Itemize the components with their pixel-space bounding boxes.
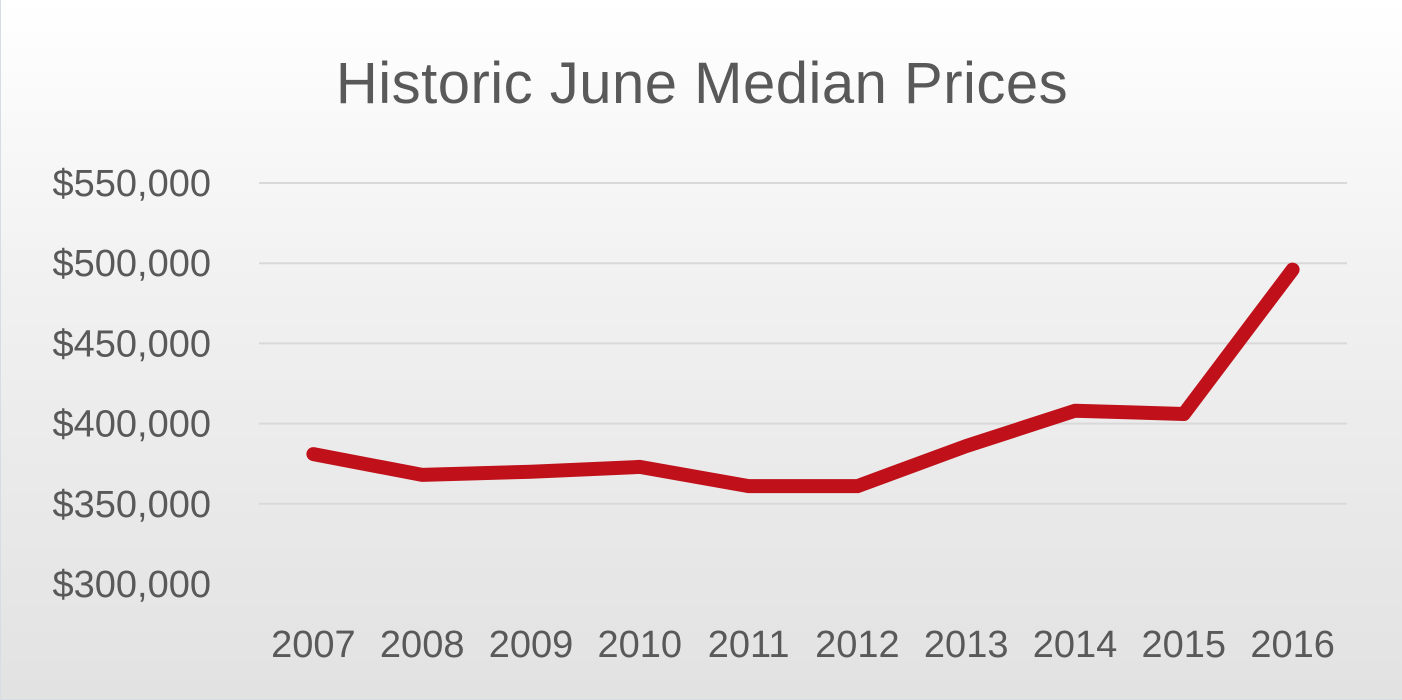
series-group xyxy=(306,262,1300,494)
x-tick-label: 2014 xyxy=(1033,624,1118,666)
x-tick-label: 2007 xyxy=(271,624,356,666)
series-line xyxy=(306,262,1300,494)
y-tick-label: $500,000 xyxy=(53,243,212,285)
x-tick-label: 2013 xyxy=(924,624,1009,666)
y-tick-label: $400,000 xyxy=(53,404,212,446)
y-axis-tick-labels: $300,000 $350,000 $400,000 $450,000 $500,000… xyxy=(53,163,212,606)
gridlines xyxy=(259,182,1347,505)
x-axis-tick-labels: 2007 2008 2009 2010 2011 2012 2013 2014 2015 2016 xyxy=(271,624,1335,666)
x-tick-label: 2009 xyxy=(489,624,574,666)
y-tick-label: $300,000 xyxy=(53,564,212,606)
chart-title: Historic June Median Prices xyxy=(335,51,1069,116)
x-tick-label: 2012 xyxy=(815,624,900,666)
x-tick-label: 2011 xyxy=(708,624,790,666)
y-tick-label: $350,000 xyxy=(53,484,212,526)
x-tick-label: 2010 xyxy=(598,624,683,666)
x-tick-label: 2016 xyxy=(1250,624,1335,666)
y-tick-label: $550,000 xyxy=(53,163,212,205)
x-tick-label: 2015 xyxy=(1142,624,1227,666)
y-tick-label: $450,000 xyxy=(53,323,212,365)
x-tick-label: 2008 xyxy=(380,624,465,666)
